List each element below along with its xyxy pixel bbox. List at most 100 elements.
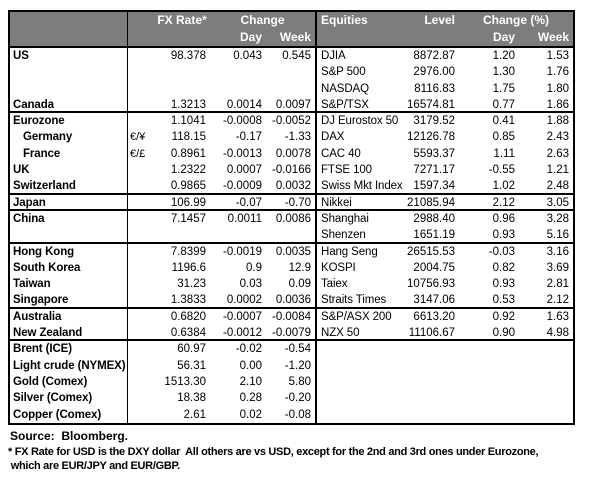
fx-rate-value: 106.99 <box>170 196 206 209</box>
fx-rate-value: 0.6820 <box>170 310 206 323</box>
equity-week-change: 2.12 <box>546 294 569 307</box>
equity-level: 12126.78 <box>407 131 455 144</box>
equity-level: 7271.17 <box>413 164 455 177</box>
fx-row-label: New Zealand <box>10 325 128 340</box>
fx-day-change: 0.02 <box>239 408 262 421</box>
equity-level: 26515.53 <box>407 245 455 258</box>
footnote-line2: which are EUR/JPY and EUR/GBP. <box>8 460 180 472</box>
fx-row-label <box>10 227 128 242</box>
fx-row-label: Eurozone <box>10 113 128 130</box>
equity-day-change: 1.30 <box>492 66 515 79</box>
fx-week-change: 0.0036 <box>275 294 311 307</box>
equity-level <box>403 407 459 423</box>
equity-level: 1651.19 <box>413 229 455 242</box>
equity-week-change: 2.63 <box>546 147 569 160</box>
fx-row-label: China <box>10 210 128 228</box>
equity-level: 1597.34 <box>413 180 455 193</box>
equity-week-change: 1.21 <box>546 164 569 177</box>
fx-week-change: -0.20 <box>284 392 311 405</box>
currency-pair-label <box>128 260 154 276</box>
equity-name <box>315 341 403 358</box>
equity-day-change: 0.93 <box>492 278 515 291</box>
eq-change-pct-header: Change (%) <box>483 13 549 27</box>
equity-week-change: 3.28 <box>546 212 569 225</box>
equity-day-change: -0.55 <box>488 164 515 177</box>
fx-row-label: Copper (Comex) <box>10 406 128 423</box>
table-row: France €/£ 0.8961 -0.0013 0.0078 CAC 40 5593.3… <box>10 145 573 163</box>
equity-day-change: 1.20 <box>492 50 515 62</box>
fx-rate-value: 1.3833 <box>170 294 206 307</box>
fx-week-change: 0.0097 <box>275 98 311 111</box>
fx-day-change: 0.03 <box>239 278 262 291</box>
equity-week-change: 5.16 <box>546 229 569 242</box>
fx-rate-value: 7.1457 <box>170 212 206 225</box>
fx-rate-value: 7.8399 <box>170 245 206 258</box>
fx-week-change: -0.0052 <box>271 115 311 128</box>
fx-day-change: -0.0009 <box>222 180 262 193</box>
fx-rate-value: 98.378 <box>170 50 206 62</box>
currency-pair-label <box>128 358 154 374</box>
table-row: Copper (Comex) 2.61 0.02 -0.08 <box>10 406 573 423</box>
table-row: Brent (ICE) 60.97 -0.02 -0.54 <box>10 341 573 358</box>
equity-name: Taiex <box>315 276 403 293</box>
equity-name: S&P 500 <box>315 64 403 81</box>
fx-week-change: -1.33 <box>284 131 311 144</box>
equity-level: 16574.81 <box>407 98 455 111</box>
header-row-1: FX Rate* Change Equities Level Change (%… <box>10 12 573 29</box>
fx-row-label: Brent (ICE) <box>10 341 128 358</box>
fx-day-change <box>210 227 266 241</box>
equity-level: 3147.06 <box>413 294 455 307</box>
fx-rate-value: 1.2322 <box>170 164 206 177</box>
currency-pair-label: €/¥ <box>130 131 146 144</box>
currency-pair-label <box>128 244 154 260</box>
equity-level: 2976.00 <box>413 66 455 79</box>
currency-pair-label <box>128 178 154 192</box>
equity-name: Hang Seng <box>315 243 403 260</box>
fx-rate-value: 0.9865 <box>170 180 206 193</box>
fx-week-change <box>266 227 315 241</box>
fx-week-header: Week <box>279 30 311 44</box>
currency-pair-label <box>128 276 154 292</box>
equity-day-change <box>459 358 519 374</box>
equity-day-change: 0.85 <box>492 131 515 144</box>
fx-name-subheader-cell <box>10 29 128 46</box>
equity-name: Straits Times <box>315 292 403 307</box>
equity-day-change: -0.03 <box>488 245 515 258</box>
fx-week-change: 0.0032 <box>275 180 311 193</box>
fx-row-label: Taiwan <box>10 276 128 293</box>
fx-week-change: 0.0035 <box>275 245 311 258</box>
fx-rate-value: 1513.30 <box>164 375 206 388</box>
table-row: Singapore 1.3833 0.0002 0.0036 Straits Times… <box>10 292 573 309</box>
equity-week-change: 3.16 <box>546 245 569 258</box>
currency-pair-label <box>128 374 154 390</box>
equity-name <box>315 373 403 391</box>
equity-name: CAC 40 <box>315 145 403 163</box>
fx-week-change <box>266 64 315 80</box>
equity-day-change: 0.77 <box>492 98 515 111</box>
equity-name: NASDAQ <box>315 80 403 97</box>
fx-week-change: 5.80 <box>288 375 311 388</box>
equity-name <box>315 406 403 423</box>
equity-level: 2988.40 <box>413 212 455 225</box>
fx-row-label: Australia <box>10 308 128 326</box>
fx-rate-value: 1.1041 <box>170 115 206 128</box>
header-row-2: Day Week Day Week <box>10 29 573 46</box>
eq-week-header: Week <box>537 30 569 44</box>
equity-level <box>403 374 459 390</box>
equity-week-change: 1.76 <box>546 66 569 79</box>
equity-week-change <box>519 390 573 406</box>
fx-row-label: UK <box>10 162 128 179</box>
currency-pair-label <box>128 113 154 129</box>
table-row: Eurozone 1.1041 -0.0008 -0.0052 DJ Eurostox … <box>10 113 573 130</box>
table-row: Switzerland 0.9865 -0.0009 0.0032 Swiss Mkt … <box>10 178 573 195</box>
fx-week-change: -0.08 <box>284 408 311 421</box>
equity-day-change: 1.75 <box>492 82 515 95</box>
fx-rate-value: 0.6384 <box>170 327 206 340</box>
footnote-line1: * FX Rate for USD is the DXY dollar All … <box>8 446 539 458</box>
equity-name: Nikkei <box>315 194 403 209</box>
table-row: S&P 500 2976.00 1.30 1.76 <box>10 64 573 81</box>
table-row: China 7.1457 0.0011 0.0086 Shanghai 2988.40 0.… <box>10 210 573 228</box>
equity-level: 2004.75 <box>413 261 455 274</box>
fx-row-label: Gold (Comex) <box>10 373 128 391</box>
currency-pair-label <box>128 309 154 325</box>
